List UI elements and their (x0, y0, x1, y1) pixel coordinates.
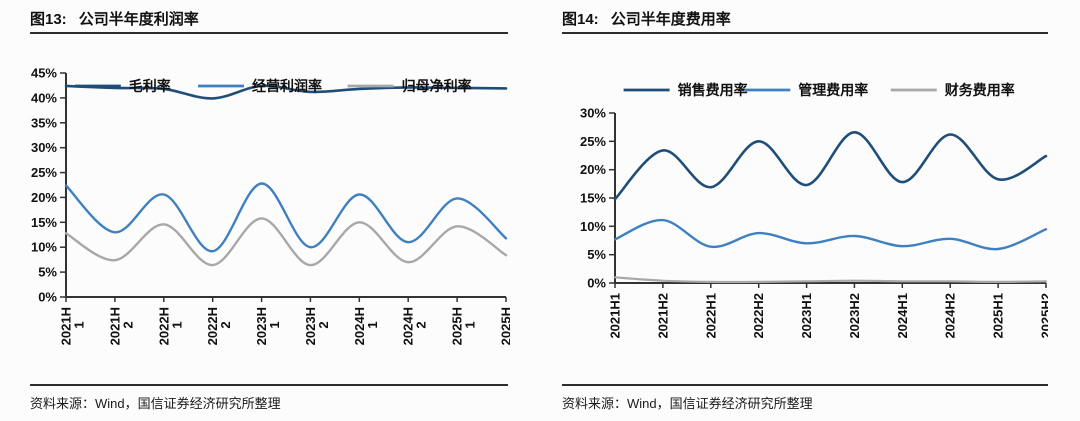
x-axis-label: 2021H2 (655, 293, 670, 339)
x-axis-label: 2023H (254, 307, 269, 345)
x-axis-label: 2022H (205, 307, 220, 345)
y-axis-label: 25% (31, 165, 57, 180)
x-axis-label-line2: 2 (120, 321, 135, 328)
legend-label-财务费用率: 财务费用率 (944, 82, 1015, 98)
y-axis-label: 15% (580, 191, 606, 206)
x-axis-label: 2025H (499, 307, 511, 345)
y-axis-label: 0% (38, 290, 57, 305)
y-axis-label: 5% (38, 265, 57, 280)
expense-rate-figure: 图14: 公司半年度费用率 0% 5% 10% 15% 20% 25% 30% 2021H1 2… (562, 8, 1048, 413)
x-axis-label: 2022H1 (703, 293, 718, 339)
series-line-销售费用率 (613, 130, 1048, 201)
axis-line (614, 113, 1046, 284)
series-line-毛利率 (64, 84, 508, 100)
legend-label-管理费用率: 管理费用率 (798, 82, 868, 98)
y-axis-label: 25% (580, 134, 606, 149)
figure13-title-row: 图13: 公司半年度利润率 (30, 8, 508, 34)
x-axis-label: 2024H (352, 307, 367, 345)
x-axis-label: 2025H2 (1039, 293, 1049, 339)
legend-label-毛利率: 毛利率 (129, 78, 171, 94)
y-axis-label: 30% (580, 106, 606, 121)
y-axis-label: 40% (31, 90, 57, 105)
x-axis-label-line2: 2 (218, 321, 233, 328)
profit-rate-chart: 0%5%10%15%20%25%30%35%40%45%2021H1 2021H2… (31, 66, 511, 346)
x-axis-label: 2023H (303, 307, 318, 345)
x-axis-label: 2024H1 (895, 293, 910, 339)
figure14-source-note: 资料来源：Wind，国信证券经济研究所整理 (562, 384, 1048, 412)
y-axis-label: 10% (580, 219, 606, 234)
x-axis-label-line2: 1 (365, 321, 380, 328)
figure14-title: 公司半年度费用率 (610, 11, 731, 28)
y-axis-label: 15% (31, 215, 57, 230)
x-axis-label: 2022H2 (751, 293, 766, 339)
profit-rate-figure: 图13: 公司半年度利润率 0% 5% 10% 15% 20% 25% 30% 35% 40% 4… (30, 8, 511, 413)
figure14-title-row: 图14: 公司半年度费用率 (562, 8, 1048, 34)
x-axis-label-line2: 1 (72, 321, 87, 328)
y-axis-label: 35% (31, 115, 57, 130)
y-axis-label: 20% (580, 162, 606, 177)
series-line-管理费用率 (613, 218, 1048, 251)
figure14-number: 图14: (562, 11, 599, 28)
figure13-number: 图13: (30, 11, 67, 28)
x-axis-label: 2024H2 (943, 293, 958, 339)
figure13-source-note: 资料来源：Wind，国信证券经济研究所整理 (30, 384, 508, 412)
x-axis-label: 2021H (59, 307, 74, 345)
axis-line (65, 73, 506, 298)
x-axis-label: 2025H1 (991, 293, 1006, 339)
series-line-经营利润率 (64, 182, 508, 253)
x-axis-label-line2: 2 (316, 321, 331, 328)
y-axis-label: 45% (31, 66, 57, 81)
legend-label-归母净利率: 归母净利率 (402, 78, 472, 94)
x-axis-label-line2: 1 (267, 321, 282, 328)
x-axis-label: 2021H (107, 307, 122, 345)
x-axis-label-line2: 1 (463, 321, 478, 328)
expense-rate-chart: 0% 5% 10% 15% 20% 25% 30% 2021H1 2021H2 2022H1 202… (580, 82, 1049, 339)
y-axis-label: 5% (587, 247, 606, 262)
y-axis-label: 0% (587, 276, 606, 291)
y-axis-label: 30% (31, 140, 57, 155)
legend-label-销售费用率: 销售费用率 (678, 82, 748, 98)
y-axis-label: 10% (31, 240, 57, 255)
x-axis-label-line2: 2 (414, 321, 429, 328)
y-axis-label: 20% (31, 190, 57, 205)
series-line-归母净利率 (64, 217, 508, 267)
x-axis-label: 2024H (401, 307, 416, 345)
legend-label-经营利润率: 经营利润率 (252, 78, 322, 94)
x-axis-label: 2022H (156, 307, 171, 345)
x-axis-label: 2021H1 (608, 293, 623, 339)
x-axis-label: 2023H2 (847, 293, 862, 339)
figure13-title: 公司半年度利润率 (78, 11, 199, 28)
x-axis-label: 2023H1 (799, 293, 814, 339)
x-axis-label: 2025H (450, 307, 465, 345)
series-line-财务费用率 (613, 276, 1048, 284)
x-axis-label-line2: 1 (169, 321, 184, 328)
